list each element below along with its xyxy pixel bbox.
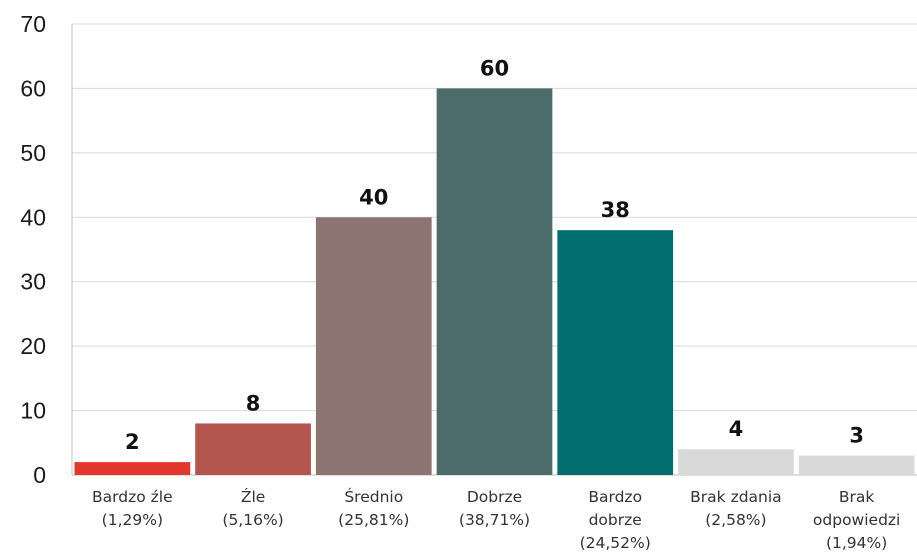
x-tick-label-line: Brak (839, 488, 875, 506)
y-tick-label: 70 (20, 11, 46, 37)
y-tick-label: 40 (20, 204, 46, 230)
data-label: 3 (849, 424, 864, 448)
y-tick-label: 50 (20, 140, 46, 166)
data-label: 2 (125, 430, 140, 454)
x-tick-label: Bardzo dobrze (24,52%) (580, 488, 651, 552)
x-tick-label: Dobrze (38,71%) (459, 488, 530, 529)
x-tick-label: Brak odpowiedzi (1,94%) (813, 488, 900, 552)
bar (195, 423, 311, 475)
x-tick-label: Średnio (25,81%) (338, 487, 409, 529)
x-tick-label-line: (24,52%) (580, 534, 651, 552)
value-labels: 2 8 40 60 38 4 3 (125, 56, 864, 454)
y-axis-ticks: 0 10 20 30 40 50 60 70 (20, 11, 46, 488)
x-tick-label-line: odpowiedzi (813, 511, 900, 529)
data-label: 8 (246, 391, 261, 415)
bar (678, 449, 794, 475)
data-label: 40 (359, 185, 388, 209)
x-tick-label-line: dobrze (589, 511, 642, 529)
y-tick-label: 30 (20, 269, 46, 295)
bar (74, 462, 191, 475)
x-tick-label-line: (1,29%) (102, 511, 163, 529)
bar (798, 455, 915, 475)
x-tick-label-line: Dobrze (467, 488, 522, 506)
x-tick-label: Brak zdania (2,58%) (690, 488, 782, 529)
x-tick-label-line: Średnio (344, 487, 403, 506)
x-tick-label-line: Źle (241, 487, 265, 506)
x-tick-label: Źle (5,16%) (222, 487, 283, 529)
category-labels: Bardzo źle (1,29%) Źle (5,16%) Średnio (25,81… (92, 487, 900, 552)
bar (315, 217, 432, 476)
x-tick-label-line: Brak zdania (690, 488, 782, 506)
y-tick-label: 20 (20, 333, 46, 359)
data-label: 60 (480, 56, 509, 80)
bars (74, 88, 915, 476)
bar (436, 88, 553, 475)
y-tick-label: 60 (20, 75, 46, 101)
x-tick-label-line: (1,94%) (826, 534, 887, 552)
y-tick-label: 10 (20, 398, 46, 424)
x-tick-label-line: Bardzo źle (92, 488, 173, 506)
x-tick-label-line: (5,16%) (222, 511, 283, 529)
x-tick-label-line: (2,58%) (705, 511, 766, 529)
data-label: 38 (601, 198, 630, 222)
x-tick-label-line: (25,81%) (338, 511, 409, 529)
bar (557, 230, 674, 475)
x-tick-label-line: Bardzo (588, 488, 642, 506)
data-label: 4 (729, 417, 744, 441)
x-tick-label: Bardzo źle (1,29%) (92, 488, 173, 529)
x-tick-label-line: (38,71%) (459, 511, 530, 529)
y-tick-label: 0 (33, 462, 46, 488)
